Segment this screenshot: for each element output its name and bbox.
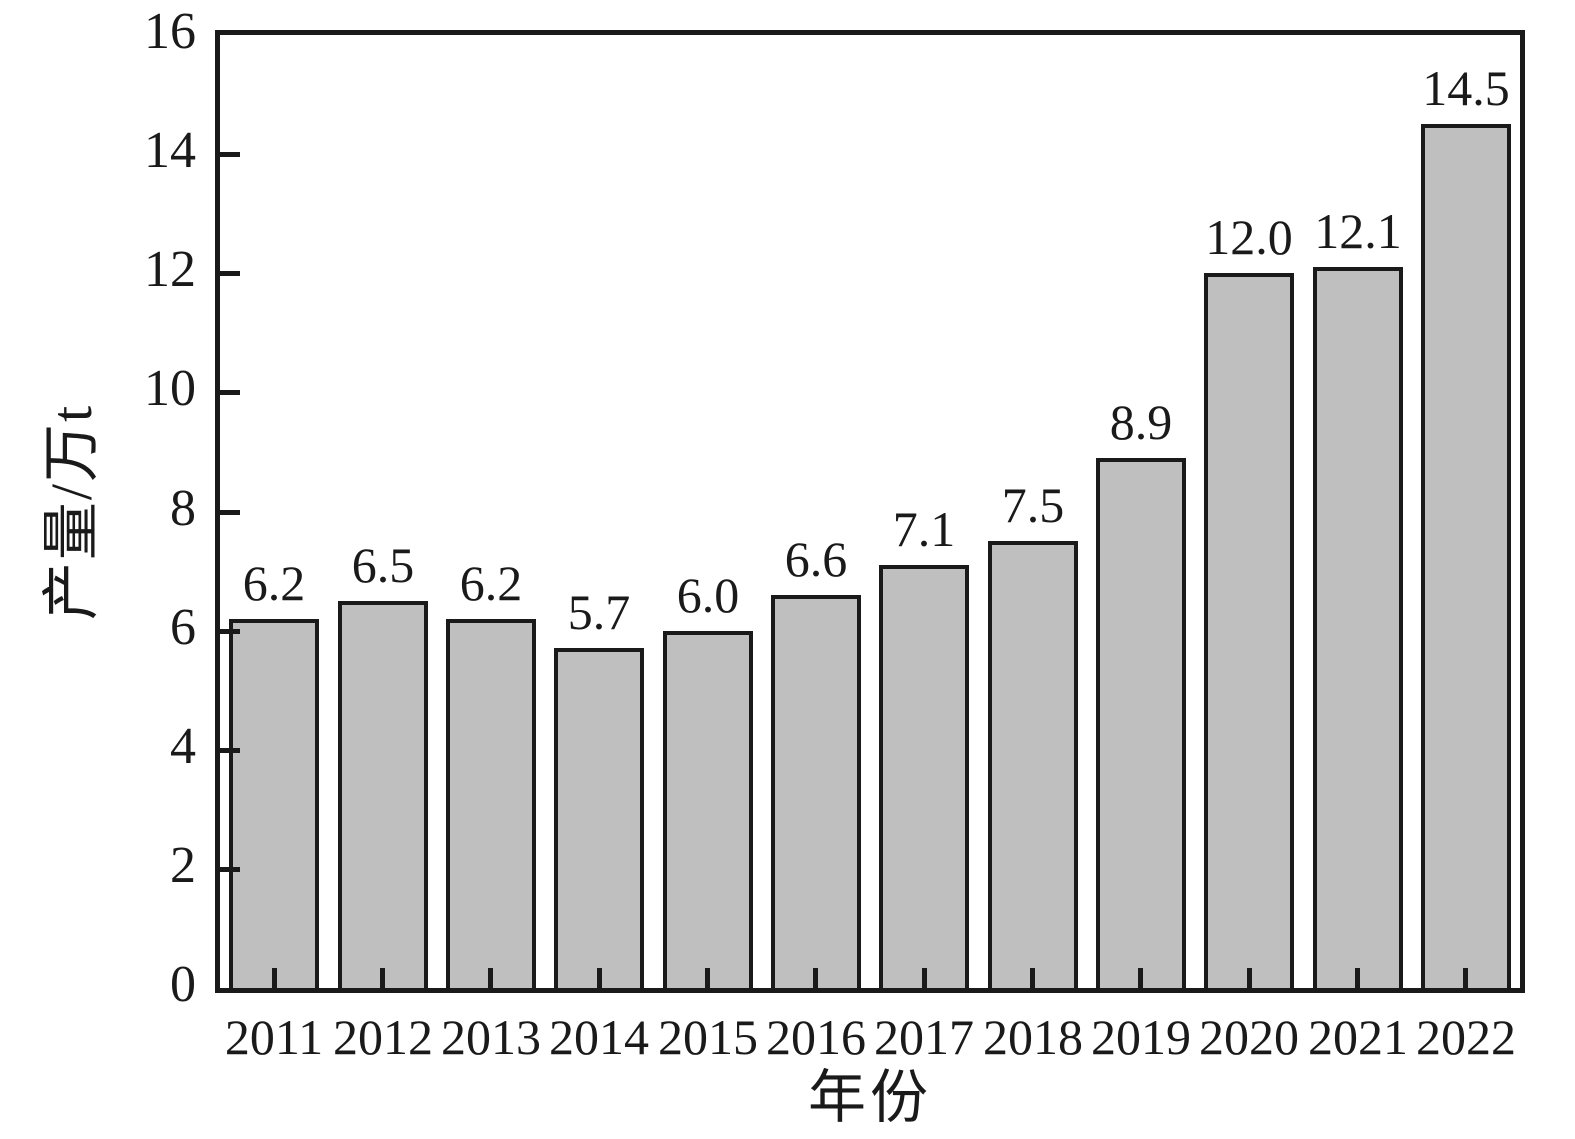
x-tick-label: 2015 (658, 1009, 758, 1065)
x-axis-tick (597, 968, 602, 988)
bar-value-label: 5.7 (567, 584, 631, 640)
bar-value-label: 7.5 (1001, 477, 1065, 533)
x-axis-tick (922, 968, 927, 988)
bar-value-label: 12.1 (1314, 203, 1402, 259)
x-axis-tick (705, 968, 710, 988)
bar-value-label: 6.2 (459, 555, 523, 611)
bar (1096, 458, 1186, 988)
x-axis-tick (1463, 968, 1468, 988)
x-tick-label: 2017 (874, 1009, 974, 1065)
bar-value-label: 6.0 (676, 567, 740, 623)
y-axis-tick (220, 867, 240, 872)
x-tick-label: 2014 (549, 1009, 649, 1065)
y-tick-label: 10 (144, 360, 196, 417)
y-tick-label: 8 (170, 480, 196, 537)
x-axis-tick (1138, 968, 1143, 988)
x-tick-label: 2016 (766, 1009, 866, 1065)
x-axis-tick (488, 968, 493, 988)
plot-inner: 6.2 6.5 6.2 5.7 6.0 6.6 7.1 7.5 8.9 12.0 12.1 14.5 (220, 35, 1520, 988)
y-tick-label: 4 (170, 718, 196, 775)
plot-area: 6.2 6.5 6.2 5.7 6.0 6.6 7.1 7.5 8.9 12.0 12.1 14.5 (215, 30, 1525, 993)
x-axis-tick (380, 968, 385, 988)
bar (771, 595, 861, 988)
y-axis-tick (220, 629, 240, 634)
x-axis-title: 年份 (807, 1065, 933, 1130)
bar (1313, 267, 1403, 988)
y-axis-tick (220, 152, 240, 157)
y-tick-label: 2 (170, 837, 196, 894)
y-axis-tick (220, 748, 240, 753)
bar-value-label: 7.1 (892, 501, 956, 557)
y-axis-tick (220, 271, 240, 276)
bar (446, 619, 536, 988)
bar (663, 631, 753, 988)
x-tick-label: 2021 (1308, 1009, 1408, 1065)
y-tick-label: 16 (144, 3, 196, 60)
x-axis-tick (1355, 968, 1360, 988)
x-tick-label: 2013 (441, 1009, 541, 1065)
bar (1421, 124, 1511, 988)
y-axis-tick (220, 510, 240, 515)
x-tick-label: 2019 (1091, 1009, 1191, 1065)
y-tick-label: 6 (170, 599, 196, 656)
y-tick-label: 12 (144, 241, 196, 298)
x-axis-tick (813, 968, 818, 988)
x-tick-label: 2011 (224, 1009, 324, 1065)
x-axis-tick (1247, 968, 1252, 988)
bar (338, 601, 428, 988)
bar-value-label: 14.5 (1422, 60, 1510, 116)
x-tick-label: 2022 (1416, 1009, 1516, 1065)
x-tick-label: 2020 (1199, 1009, 1299, 1065)
y-tick-label: 14 (144, 122, 196, 179)
y-axis-tick (220, 390, 240, 395)
bar-value-label: 6.5 (351, 537, 415, 593)
bar (879, 565, 969, 988)
y-tick-label: 0 (170, 956, 196, 1013)
bar (554, 648, 644, 988)
bar-value-label: 8.9 (1109, 394, 1173, 450)
bar-value-label: 6.2 (242, 555, 306, 611)
bar (229, 619, 319, 988)
x-tick-label: 2018 (983, 1009, 1083, 1065)
bar-value-label: 12.0 (1205, 209, 1293, 265)
x-tick-label: 2012 (333, 1009, 433, 1065)
bar (1204, 273, 1294, 988)
x-axis-tick (1030, 968, 1035, 988)
bar (988, 541, 1078, 988)
x-axis-tick (272, 968, 277, 988)
bar-value-label: 6.6 (784, 531, 848, 587)
